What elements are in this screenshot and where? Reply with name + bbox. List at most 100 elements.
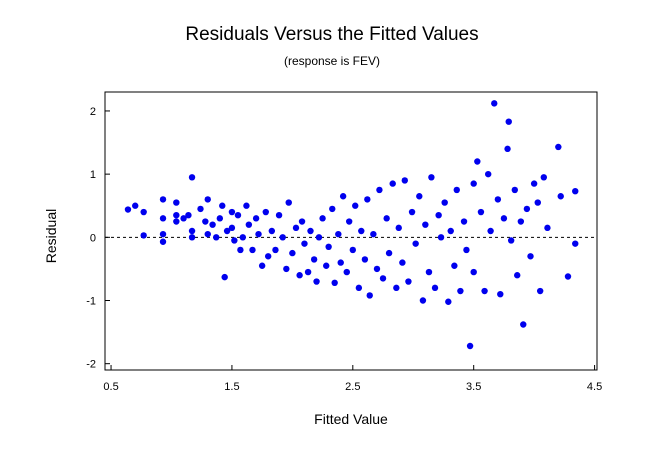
data-point [173, 218, 180, 225]
data-point [252, 215, 260, 222]
data-point [310, 256, 318, 263]
data-point [209, 221, 216, 228]
x-tick-label: 1.5 [224, 381, 239, 393]
data-point [272, 246, 279, 254]
data-point [159, 196, 167, 203]
data-point [159, 238, 167, 245]
data-point [514, 272, 521, 279]
data-point [296, 272, 303, 279]
data-point [470, 268, 477, 276]
data-point [437, 234, 445, 241]
data-point [500, 215, 508, 222]
data-point [124, 206, 132, 213]
data-point [520, 321, 527, 328]
plot-area-frame [104, 91, 598, 371]
data-point [173, 212, 180, 219]
data-point [188, 234, 196, 241]
data-point [481, 287, 488, 295]
data-point [140, 208, 147, 216]
data-point [188, 227, 196, 235]
data-point [457, 287, 464, 295]
x-tick-label: 0.5 [103, 381, 118, 393]
data-point [301, 240, 308, 247]
data-point [352, 202, 359, 209]
data-point [337, 259, 344, 266]
data-point [202, 218, 209, 225]
data-point [416, 193, 423, 200]
data-point [445, 298, 452, 305]
data-point [494, 196, 502, 203]
data-point [262, 208, 269, 216]
data-point [435, 212, 442, 219]
data-point [534, 199, 541, 206]
data-point [555, 143, 562, 151]
data-point [385, 249, 393, 257]
data-point [132, 202, 139, 209]
data-point [527, 253, 534, 260]
data-point [393, 284, 400, 292]
y-axis-ticks: -2 -1 0 1 2 [86, 106, 110, 371]
data-point [339, 193, 347, 200]
data-point [292, 224, 300, 232]
data-point [204, 230, 211, 238]
data-point [497, 290, 504, 298]
chart-title: Residuals Versus the Fitted Values [185, 24, 478, 45]
data-point [343, 268, 350, 276]
data-point [307, 227, 314, 235]
data-point [223, 227, 231, 235]
data-point [255, 230, 262, 238]
data-point [358, 227, 365, 235]
y-tick-label: -1 [86, 296, 96, 308]
data-point [412, 240, 419, 247]
data-point [216, 215, 224, 222]
data-point [544, 224, 551, 232]
data-point [325, 243, 332, 250]
data-point [304, 268, 312, 276]
y-tick-label: -2 [86, 359, 96, 371]
data-point [213, 234, 220, 241]
data-point [399, 259, 406, 266]
data-point [376, 186, 383, 194]
data-point [289, 249, 296, 257]
x-tick-label: 3.5 [466, 381, 481, 393]
data-point [505, 118, 512, 125]
data-point [349, 246, 357, 254]
data-point [485, 170, 492, 178]
data-point [557, 193, 564, 200]
data-point [231, 237, 238, 244]
data-point [249, 246, 256, 254]
data-point [460, 218, 468, 225]
data-point [504, 145, 511, 153]
x-tick-label: 4.5 [587, 381, 602, 393]
data-point [523, 205, 531, 213]
data-point [477, 208, 485, 216]
data-point [470, 180, 477, 187]
data-point [564, 273, 572, 280]
data-point [239, 234, 247, 241]
data-point [419, 297, 427, 304]
data-point [572, 188, 579, 195]
data-points [124, 100, 579, 350]
data-point [315, 234, 323, 241]
data-point [517, 218, 525, 225]
data-point [140, 232, 147, 239]
y-axis-label: Residual [43, 209, 59, 263]
data-point [298, 218, 306, 225]
data-point [159, 215, 167, 222]
data-point [264, 253, 272, 260]
data-point [173, 199, 180, 206]
data-point [331, 279, 338, 287]
data-point [530, 180, 538, 187]
data-point [453, 186, 460, 194]
data-point [383, 215, 390, 222]
data-point [219, 202, 226, 209]
data-point [431, 284, 439, 292]
data-point [279, 234, 286, 241]
data-point [180, 215, 187, 222]
data-point [268, 227, 276, 235]
data-point [373, 265, 381, 273]
data-point [313, 278, 320, 285]
data-point [491, 100, 498, 107]
data-point [228, 224, 236, 232]
data-point [361, 256, 369, 263]
